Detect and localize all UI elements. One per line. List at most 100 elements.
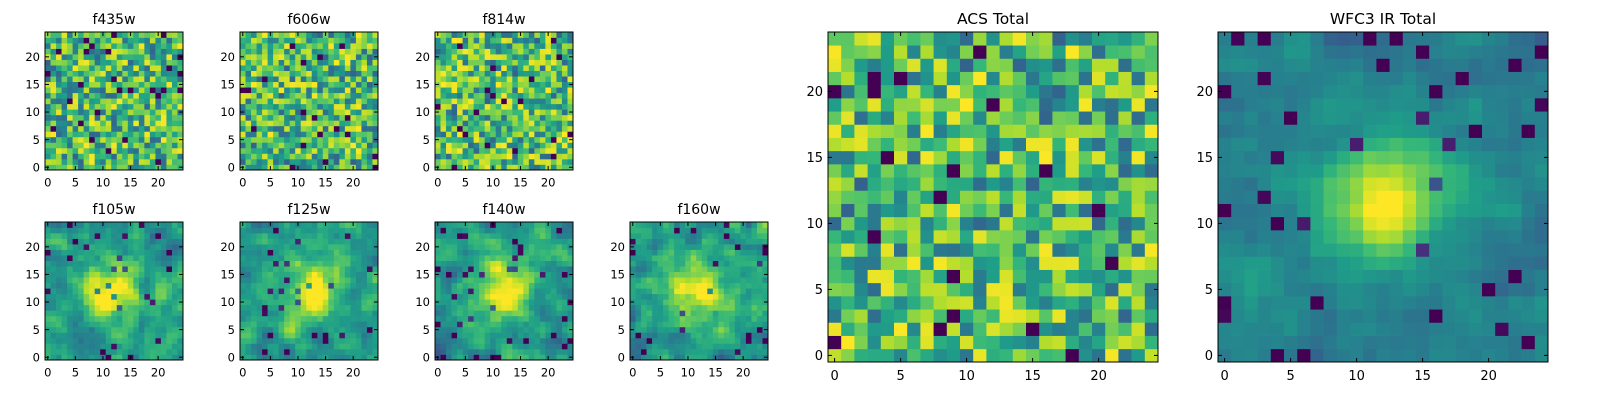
heatmap-cell [177, 92, 184, 99]
heatmap-cell [262, 315, 268, 322]
heatmap-cell [567, 277, 574, 284]
heatmap-cell [663, 227, 669, 234]
heatmap-cell [501, 249, 508, 256]
heatmap-cell [328, 260, 335, 267]
heatmap-cell [495, 109, 502, 116]
heatmap-cell [94, 244, 101, 250]
heatmap-cell [361, 315, 368, 322]
heatmap-cell [880, 309, 895, 323]
heatmap-cell [567, 114, 574, 121]
heatmap-cell [756, 343, 763, 350]
heatmap-cell [83, 293, 90, 300]
heatmap-cell [484, 282, 491, 289]
heatmap-cell [561, 249, 568, 256]
heatmap-cell [718, 337, 725, 344]
heatmap-cell [561, 255, 568, 261]
heatmap-cell [707, 310, 714, 317]
heatmap-cell [462, 103, 469, 110]
heatmap-cell [355, 348, 362, 355]
heatmap-cell [149, 244, 156, 250]
heatmap-cell [696, 299, 703, 306]
heatmap-cell [160, 238, 167, 245]
heatmap-cell [361, 142, 368, 149]
heatmap-cell [166, 59, 173, 66]
heatmap-cell [740, 315, 747, 322]
heatmap-cell [490, 43, 497, 49]
heatmap-cell [284, 332, 291, 339]
heatmap-cell [177, 233, 184, 239]
heatmap-cell [116, 120, 123, 127]
heatmap-cell [366, 103, 373, 110]
heatmap-cell [105, 288, 112, 295]
heatmap-cell [45, 59, 51, 66]
heatmap-cell [484, 70, 491, 77]
heatmap-cell [278, 81, 285, 88]
heatmap-cell [267, 321, 274, 328]
heatmap-cell [322, 244, 329, 250]
heatmap-cell [311, 136, 318, 143]
heatmap-cell [701, 326, 708, 333]
heatmap-cell [663, 233, 669, 239]
heatmap-cell [528, 147, 535, 154]
heatmap-cell [171, 321, 178, 328]
heatmap-cell [545, 153, 552, 160]
heatmap-cell [372, 147, 379, 154]
heatmap-cell [278, 125, 285, 132]
heatmap-cell [946, 190, 961, 204]
heatmap-cell [668, 310, 675, 317]
heatmap-cell [657, 282, 664, 289]
heatmap-cell [355, 147, 362, 154]
heatmap-cell [122, 48, 129, 55]
heatmap-cell [166, 142, 173, 149]
heatmap-cell [240, 147, 246, 154]
heatmap-cell [256, 92, 263, 99]
heatmap-cell [61, 136, 68, 143]
heatmap-cell [828, 164, 842, 178]
heatmap-cell [506, 277, 513, 284]
heatmap-cell [138, 48, 145, 55]
heatmap-cell [100, 103, 107, 110]
heatmap-cell [1065, 322, 1080, 336]
heatmap-cell [960, 269, 974, 284]
heatmap-cell [652, 304, 658, 311]
heatmap-cell [630, 288, 636, 295]
heatmap-cell [366, 227, 373, 234]
heatmap-cell [355, 54, 362, 60]
y-tick-label: 20 [415, 240, 430, 254]
heatmap-cell [1092, 230, 1106, 244]
heatmap-cell [712, 315, 719, 322]
heatmap-cell [72, 109, 79, 116]
heatmap-cell [262, 249, 268, 256]
heatmap-cell [94, 54, 101, 60]
heatmap-cell [473, 233, 480, 239]
heatmap-cell [166, 103, 173, 110]
heatmap-cell [100, 288, 107, 295]
heatmap-cell [907, 164, 921, 178]
heatmap-cell [333, 43, 340, 49]
heatmap-cell [149, 315, 156, 322]
heatmap-cell [339, 227, 346, 234]
heatmap-cell [273, 348, 279, 355]
heatmap-cell [83, 244, 90, 250]
heatmap-cell [652, 354, 658, 361]
heatmap-cell [160, 321, 167, 328]
heatmap-cell [78, 227, 84, 234]
heatmap-cell [256, 59, 263, 66]
heatmap-cell [72, 244, 79, 250]
heatmap-cell [171, 343, 178, 350]
heatmap-cell [322, 59, 329, 66]
heatmap-cell [495, 158, 502, 165]
heatmap-cell [440, 238, 447, 245]
heatmap-cell [289, 277, 296, 284]
heatmap-cell [468, 87, 474, 94]
heatmap-cell [468, 142, 474, 149]
heatmap-cell [506, 260, 513, 267]
heatmap-cell [144, 260, 151, 267]
heatmap-cell [61, 260, 68, 267]
heatmap-cell [468, 92, 474, 99]
heatmap-cell [690, 354, 697, 361]
heatmap-cell [127, 249, 134, 256]
heatmap-cell [361, 65, 368, 71]
heatmap-cell [490, 70, 497, 77]
heatmap-cell [745, 244, 752, 250]
